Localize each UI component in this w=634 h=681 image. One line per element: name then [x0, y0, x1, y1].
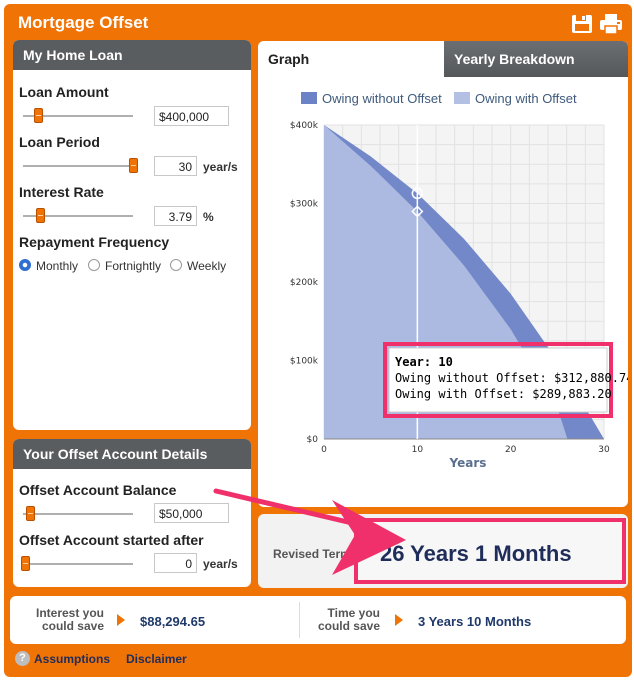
loan-period-unit: year/s	[203, 160, 238, 174]
x-tick-label: 20	[505, 445, 517, 455]
radio-monthly-label[interactable]: Monthly	[36, 259, 79, 273]
revised-term-label: Revised Term	[273, 547, 351, 561]
save-disk-icon[interactable]	[570, 13, 594, 35]
legend-label-without: Owing without Offset	[322, 91, 442, 106]
time-save-value: 3 Years 10 Months	[418, 614, 532, 629]
x-axis-label: Years	[449, 456, 487, 470]
y-tick-label: $200k	[290, 278, 319, 288]
time-arrow-icon	[395, 614, 403, 626]
revised-term-highlight	[354, 518, 626, 584]
offset-started-unit: year/s	[203, 557, 238, 571]
y-tick-label: $100k	[290, 357, 319, 367]
interest-save-value: $88,294.65	[140, 614, 206, 629]
loan-amount-label: Loan Amount	[19, 84, 109, 100]
assumptions-link[interactable]: Assumptions	[34, 652, 111, 666]
loan-amount-slider-handle[interactable]	[34, 108, 43, 123]
offset-started-slider-track[interactable]	[23, 563, 133, 565]
y-tick-label: $300k	[290, 200, 319, 210]
radio-fortnightly[interactable]	[88, 259, 100, 271]
offset-started-slider-handle[interactable]	[21, 556, 30, 571]
legend-swatch-with	[454, 92, 470, 104]
x-tick-label: 0	[321, 445, 327, 455]
graph-panel: Graph Yearly Breakdown Owing without Off…	[258, 41, 628, 507]
interest-arrow-icon	[117, 614, 125, 626]
chart-tooltip: Year: 10 Owing without Offset: $312,880.…	[383, 342, 628, 418]
revised-term-panel: Revised Term 26 Years 1 Months	[258, 514, 628, 588]
offset-started-label: Offset Account started after	[19, 532, 204, 548]
tooltip-background	[388, 347, 608, 413]
offset-account-title: Your Offset Account Details	[13, 439, 251, 469]
interest-save-label-line1: Interest you	[35, 606, 104, 620]
loan-period-input[interactable]: 30	[154, 156, 197, 176]
x-tick-label: 10	[412, 445, 424, 455]
tab-yearly-breakdown[interactable]: Yearly Breakdown	[444, 41, 628, 77]
interest-save-label: Interest you could save	[34, 607, 104, 633]
loan-balance-chart: $0 $100k $200k $300k $400k 0 10 20 30 Years Year…	[290, 121, 628, 470]
loan-amount-slider-track[interactable]	[23, 115, 133, 117]
x-tick-label: 30	[598, 445, 610, 455]
legend-swatch-without	[301, 92, 317, 104]
loan-amount-input[interactable]: $400,000	[154, 106, 229, 126]
radio-fortnightly-label[interactable]: Fortnightly	[105, 259, 162, 273]
interest-rate-input[interactable]: 3.79	[154, 206, 197, 226]
tooltip-with: Owing with Offset: $289,883.20	[395, 387, 612, 401]
interest-rate-label: Interest Rate	[19, 184, 104, 200]
printer-icon[interactable]	[599, 13, 623, 35]
chart-axes: $0 $100k $200k $300k $400k 0 10 20 30	[290, 121, 610, 455]
tooltip-highlight-box	[383, 342, 613, 418]
home-loan-title: My Home Loan	[13, 40, 251, 70]
disclaimer-link[interactable]: Disclaimer	[126, 652, 187, 666]
app-frame: Mortgage Offset My Home Loan Loan Amount…	[4, 4, 632, 677]
tooltip-year: Year: 10	[395, 355, 453, 369]
point-with-offset	[411, 205, 424, 218]
tab-graph[interactable]: Graph	[258, 41, 444, 77]
savings-divider	[299, 602, 300, 638]
interest-rate-slider-track[interactable]	[23, 215, 133, 217]
offset-balance-slider-track[interactable]	[23, 513, 133, 515]
y-tick-label: $400k	[290, 121, 319, 131]
offset-balance-label: Offset Account Balance	[19, 482, 177, 498]
revised-term-value: 26 Years 1 Months	[380, 541, 572, 566]
time-save-label-line2: could save	[317, 619, 380, 633]
repayment-frequency-label: Repayment Frequency	[19, 234, 170, 250]
home-loan-panel: My Home Loan Loan Amount $400,000 Loan P…	[13, 40, 251, 430]
tooltip-without: Owing without Offset: $312,880.74	[395, 371, 628, 385]
interest-rate-slider-handle[interactable]	[36, 208, 45, 223]
time-save-label-line1: Time you	[327, 606, 380, 620]
loan-period-slider-track[interactable]	[23, 165, 133, 167]
question-icon[interactable]: ?	[15, 651, 30, 666]
radio-weekly[interactable]	[170, 259, 182, 271]
point-without-offset	[411, 187, 424, 200]
app-title: Mortgage Offset	[18, 13, 149, 32]
offset-started-input[interactable]: 0	[154, 553, 197, 573]
savings-panel: Interest you could save $88,294.65 Time …	[10, 596, 626, 644]
legend-label-with: Owing with Offset	[475, 91, 577, 106]
radio-weekly-label[interactable]: Weekly	[187, 259, 227, 273]
offset-account-panel: Your Offset Account Details Offset Accou…	[13, 439, 251, 587]
loan-period-slider-handle[interactable]	[129, 158, 138, 173]
offset-balance-input[interactable]: $50,000	[154, 503, 229, 523]
interest-rate-unit: %	[203, 210, 214, 224]
loan-period-label: Loan Period	[19, 134, 100, 150]
time-save-label: Time you could save	[310, 607, 380, 633]
interest-save-label-line2: could save	[41, 619, 104, 633]
offset-balance-slider-handle[interactable]	[26, 506, 35, 521]
y-tick-label: $0	[307, 435, 319, 445]
radio-monthly[interactable]	[19, 259, 31, 271]
